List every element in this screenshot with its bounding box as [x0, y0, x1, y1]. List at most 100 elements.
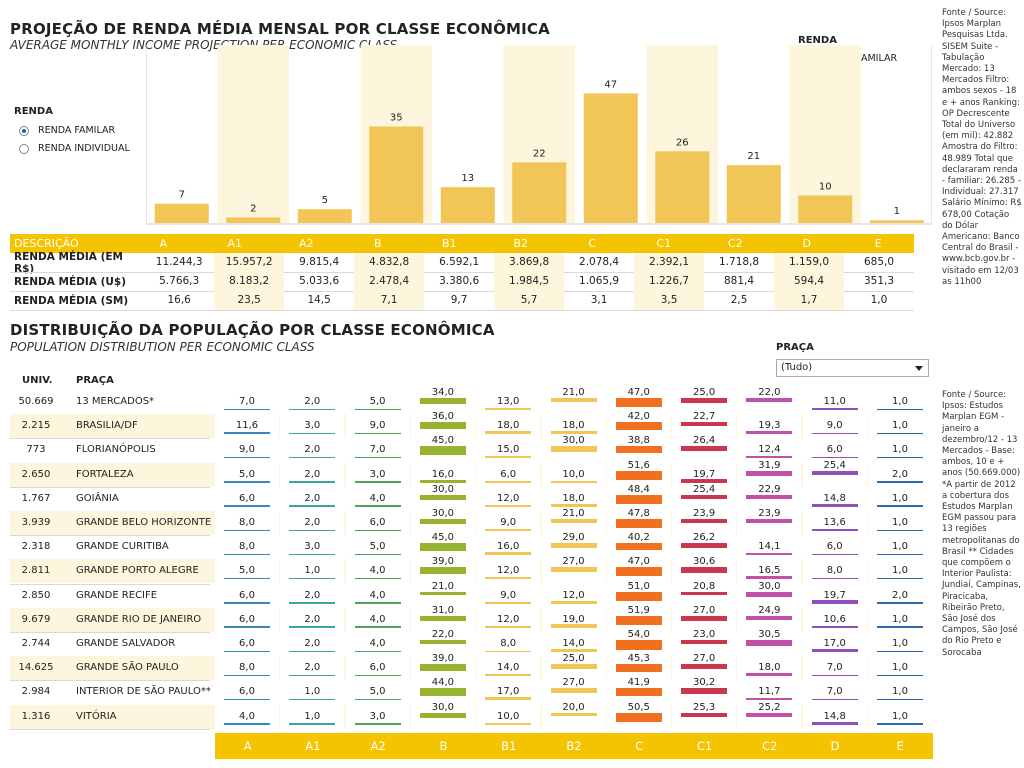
class-value-cell: 22,9: [737, 484, 802, 511]
table-row[interactable]: 2.850 GRANDE RECIFE 6,0 2,0 4,0 21,0 9,0 12,0 51…: [10, 581, 932, 608]
value-bar: [746, 552, 793, 556]
table-row[interactable]: 3.939 GRANDE BELO HORIZONTE 8,0 2,0 6,0 30,0 9…: [10, 508, 932, 536]
table-row[interactable]: 2.215 BRASILIA/DF 11,6 3,0 9,0 36,0 18,0 18,0 42…: [10, 411, 932, 439]
value-bar: [550, 688, 597, 694]
class-value-cell: 17,0: [802, 632, 867, 657]
row-divider: [10, 535, 210, 537]
value-bar: [289, 505, 336, 507]
class-value-cell: 20,0: [541, 702, 606, 729]
class-value-text: 11,7: [758, 686, 781, 698]
bar-A2[interactable]: [297, 209, 352, 223]
value-bar: [550, 398, 597, 402]
class-value-text: 19,7: [823, 589, 846, 601]
bar-C1[interactable]: [655, 151, 710, 223]
value-bar: [485, 673, 532, 677]
class-value-cell: 1,0: [868, 535, 932, 560]
value-bar: [550, 446, 597, 452]
value-bar: [681, 567, 728, 573]
class-value-cell: 25,4: [672, 483, 737, 511]
class-value-text: 42,0: [627, 411, 650, 423]
bar-A1[interactable]: [226, 217, 281, 223]
class-value-cell: 3,0: [280, 414, 345, 439]
value-bar: [485, 529, 532, 531]
income-cell: 351,3: [863, 275, 895, 287]
value-bar: [419, 446, 466, 455]
table-row[interactable]: 1.767 GOIÂNIA 6,0 2,0 4,0 30,0 12,0 18,0 48,4 25,…: [10, 483, 932, 511]
value-bar: [550, 567, 597, 573]
value-bar: [354, 626, 401, 628]
value-bar: [746, 698, 793, 701]
bar-C2[interactable]: [726, 165, 781, 223]
class-value-cell: 41,9: [606, 677, 671, 705]
class-value-text: 2,0: [304, 517, 321, 528]
table-row[interactable]: 50.669 13 MERCADOS* 7,0 2,0 5,0 34,0 13,0 21,0 4…: [10, 387, 932, 415]
table-row[interactable]: 2.650 FORTALEZA 5,0 2,0 3,0 16,0 6,0 10,0 51,6 19…: [10, 460, 932, 487]
bar-B2[interactable]: [512, 162, 567, 223]
bar-B1[interactable]: [440, 187, 495, 223]
class-value-cell: 38,8: [606, 435, 671, 463]
row-divider: [10, 310, 914, 311]
class-value-cell: 8,0: [215, 511, 279, 536]
class-value-cell: 11,0: [802, 390, 867, 415]
value-bar: [746, 591, 793, 598]
value-bar: [419, 591, 466, 596]
radio-selected-icon[interactable]: [19, 125, 29, 136]
income-cell: 1.065,9: [579, 275, 620, 287]
table-row[interactable]: 2.318 GRANDE CURITIBA 8,0 3,0 5,0 45,0 16,0 29,…: [10, 532, 932, 560]
value-bar: [224, 529, 270, 531]
class-value-text: 44,0: [431, 677, 455, 689]
value-bar: [224, 626, 270, 628]
class-value-text: 25,2: [758, 701, 781, 713]
class-value-text: 3,0: [369, 710, 386, 722]
class-value-text: 25,4: [692, 483, 716, 495]
value-bar: [681, 615, 728, 621]
class-value-text: 18,0: [562, 492, 585, 504]
table-row[interactable]: 9.679 GRANDE RIO DE JANEIRO 6,0 2,0 4,0 31,0 1…: [10, 605, 932, 632]
class-value-cell: 19,7: [672, 462, 737, 487]
class-value-cell: 23,9: [672, 508, 737, 536]
table-row[interactable]: 773 FLORIANÓPOLIS 9,0 2,0 7,0 45,0 15,0 30,0 38,…: [10, 435, 932, 463]
class-value-cell: 1,0: [868, 559, 932, 584]
bar-D[interactable]: [798, 195, 853, 223]
value-bar: [354, 456, 401, 459]
radio-unselected-icon[interactable]: [19, 143, 29, 154]
radio-renda-individual[interactable]: RENDA INDIVIDUAL: [19, 143, 130, 154]
bar-B[interactable]: [369, 126, 424, 223]
income-cell: 594,4: [774, 272, 845, 291]
value-bar: [877, 553, 923, 556]
table-row[interactable]: 14.625 GRANDE SÃO PAULO 8,0 2,0 6,0 39,0 14,0 2…: [10, 653, 932, 681]
table-row[interactable]: 2.811 GRANDE PORTO ALEGRE 5,0 1,0 4,0 39,0 12,…: [10, 556, 932, 584]
bar-E[interactable]: [869, 220, 924, 223]
value-bar: [289, 481, 336, 483]
table-row[interactable]: 1.316 VITÓRIA 4,0 1,0 3,0 30,0 10,0 20,0 50,5 25,…: [10, 701, 932, 729]
bar-A[interactable]: [154, 203, 209, 223]
value-bar: [811, 600, 858, 604]
class-value-cell: 1,0: [280, 680, 345, 705]
class-value-text: 3,0: [304, 541, 321, 553]
income-cell: 16,6: [167, 294, 191, 306]
table-row[interactable]: 2.984 INTERIOR DE SÃO PAULO** 6,0 1,0 5,0 44,…: [10, 677, 932, 705]
class-value-text: 12,0: [562, 589, 585, 601]
income-class-header: C: [588, 237, 597, 250]
radio-renda-familiar[interactable]: RENDA FAMILAR: [19, 125, 115, 136]
class-value-cell: 12,0: [541, 583, 606, 608]
class-value-text: 34,0: [431, 387, 455, 398]
praca-cell: INTERIOR DE SÃO PAULO**: [76, 686, 211, 698]
table-row[interactable]: 2.744 GRANDE SALVADOR 6,0 2,0 4,0 22,0 8,0 14,0…: [10, 629, 932, 657]
class-value-text: 19,0: [562, 613, 585, 625]
bar-C[interactable]: [583, 93, 638, 223]
chevron-down-icon[interactable]: [915, 366, 923, 371]
univ-cell: 2.318: [21, 541, 51, 553]
value-bar: [289, 408, 336, 410]
praca-dropdown[interactable]: (Tudo): [776, 359, 929, 377]
income-cell: 1.159,0: [774, 253, 845, 272]
income-class-header: E: [874, 237, 882, 250]
class-value-cell: 2,0: [280, 462, 345, 487]
class-value-cell: 2,0: [280, 511, 345, 536]
value-bar: [681, 519, 728, 524]
class-value-cell: 8,0: [215, 535, 279, 560]
value-bar: [419, 479, 466, 483]
value-bar: [419, 567, 466, 575]
class-value-cell: 3,0: [345, 462, 410, 487]
class-value-cell: 48,4: [606, 484, 671, 511]
